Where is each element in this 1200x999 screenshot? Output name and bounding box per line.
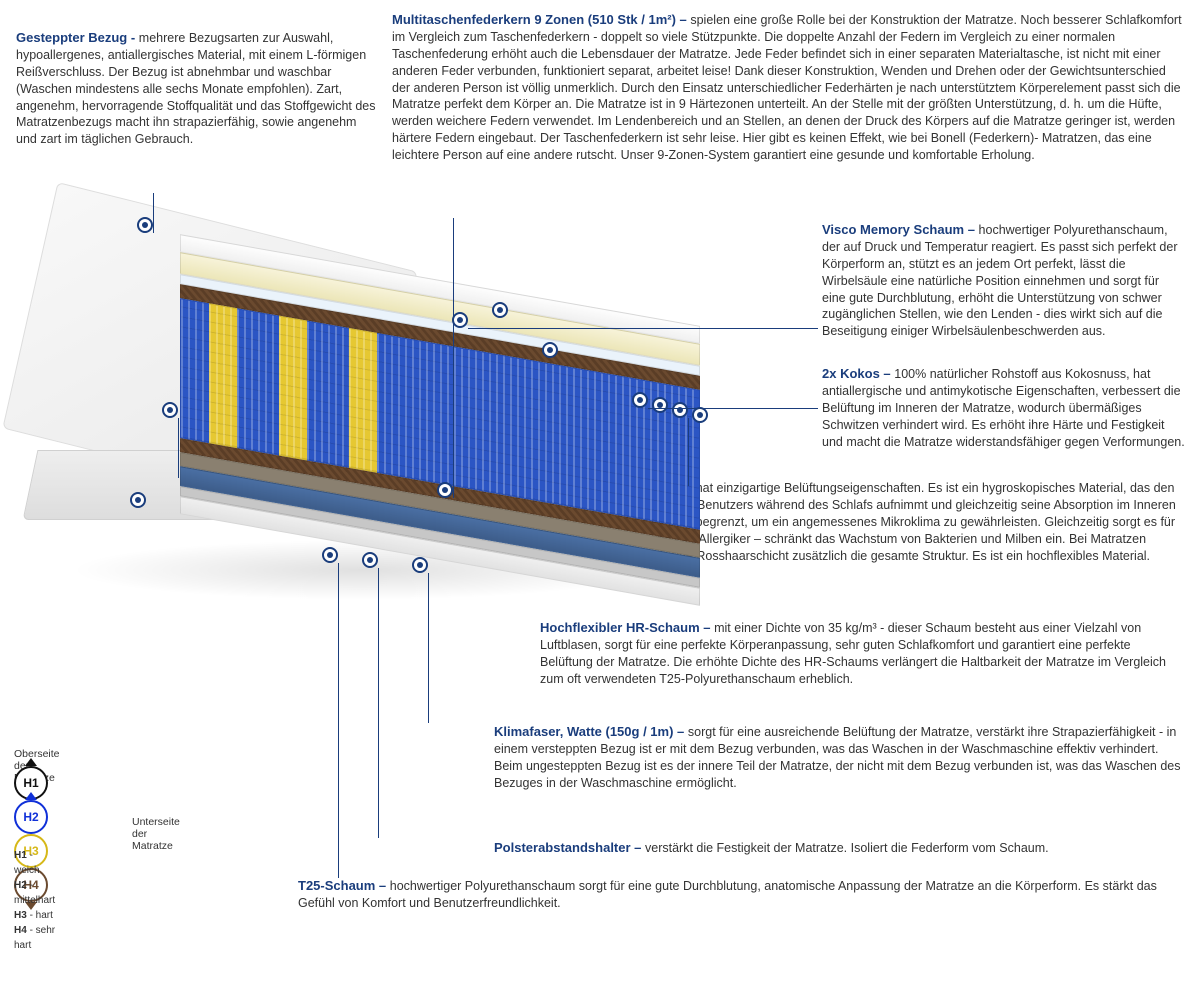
callout-marker-icon (130, 492, 146, 508)
section-body: mehrere Bezugsarten zur Auswahl, hypoall… (16, 31, 376, 146)
legend-list-item: H2 - mittelhart (14, 878, 55, 908)
callout-marker-icon (542, 342, 558, 358)
section-body: verstärkt die Festigkeit der Matratze. I… (645, 841, 1049, 855)
section-gesteppter: Gesteppter Bezug - mehrere Bezugsarten z… (16, 30, 378, 148)
callout-marker-icon (492, 302, 508, 318)
callout-marker-icon (672, 402, 688, 418)
section-visco: Visco Memory Schaum – hochwertiger Polyu… (822, 222, 1186, 340)
section-body: hochwertiger Polyurethanschaum sorgt für… (298, 879, 1157, 910)
callout-marker-icon (322, 547, 338, 563)
callout-marker-icon (437, 482, 453, 498)
section-polster: Polsterabstandshalter – verstärkt die Fe… (494, 840, 1186, 857)
section-title: Multitaschenfederkern 9 Zonen (510 Stk /… (392, 12, 690, 27)
legend-list-item: H4 - sehr hart (14, 923, 55, 953)
section-multitaschen: Multitaschenfederkern 9 Zonen (510 Stk /… (392, 12, 1186, 164)
callout-marker-icon (162, 402, 178, 418)
section-klimafaser: Klimafaser, Watte (150g / 1m) – sorgt fü… (494, 724, 1186, 792)
section-title: Gesteppter Bezug - (16, 30, 139, 45)
leader-line (153, 193, 154, 233)
section-body: spielen eine große Rolle bei der Konstru… (392, 13, 1182, 162)
section-title: 2x Kokos – (822, 366, 894, 381)
section-title: Polsterabstandshalter – (494, 840, 645, 855)
callout-marker-icon (362, 552, 378, 568)
legend-list: H1 - weichH2 - mittelhartH3 - hartH4 - s… (14, 848, 55, 953)
section-body: hochwertiger Polyurethanschaum, der auf … (822, 223, 1178, 338)
legend-bottom-label: Unterseite der Matratze (132, 816, 180, 852)
leader-line (178, 418, 179, 478)
callout-marker-icon (652, 397, 668, 413)
leader-line (468, 328, 818, 329)
callout-marker-icon (452, 312, 468, 328)
mattress-illustration (20, 220, 720, 640)
legend-list-item: H3 - hart (14, 908, 55, 923)
section-title: Visco Memory Schaum – (822, 222, 979, 237)
leader-line (428, 573, 429, 723)
section-title: Klimafaser, Watte (150g / 1m) – (494, 724, 688, 739)
leader-line (688, 418, 689, 486)
callout-marker-icon (632, 392, 648, 408)
section-t25: T25-Schaum – hochwertiger Polyurethansch… (298, 878, 1188, 912)
leader-line (338, 563, 339, 878)
firmness-circle: H2 (14, 800, 48, 834)
section-kokos: 2x Kokos – 100% natürlicher Rohstoff aus… (822, 366, 1186, 450)
leader-line (378, 568, 379, 838)
leader-line (648, 408, 818, 409)
legend-list-item: H1 - weich (14, 848, 55, 878)
callout-marker-icon (412, 557, 428, 573)
leader-line (453, 218, 454, 498)
callout-marker-icon (137, 217, 153, 233)
callout-marker-icon (692, 407, 708, 423)
section-title: T25-Schaum – (298, 878, 390, 893)
